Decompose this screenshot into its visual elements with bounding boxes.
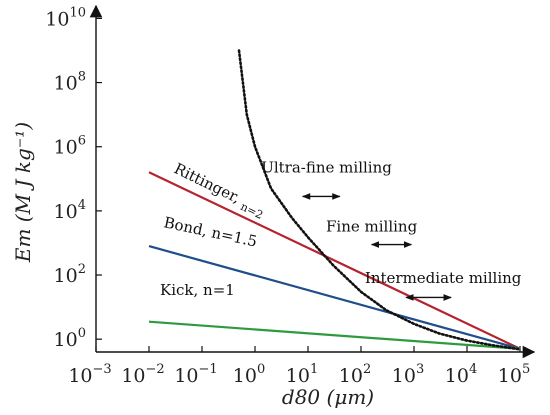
series-label-bond: Bond, n=1.5 xyxy=(162,213,259,250)
y-tick-base: 10 xyxy=(54,73,78,95)
y-tick-exponent: 8 xyxy=(78,70,86,85)
x-tick-base: 10 xyxy=(445,365,469,387)
y-tick-base: 10 xyxy=(54,137,78,159)
y-tick-label: 108 xyxy=(54,70,86,95)
x-tick-label: 101 xyxy=(286,362,318,387)
x-tick-base: 10 xyxy=(233,365,257,387)
x-tick-exponent: 1 xyxy=(310,362,318,377)
x-tick-label: 104 xyxy=(445,362,477,387)
series-label-rittinger: Rittinger, n=2 xyxy=(170,159,269,221)
x-tick-base: 10 xyxy=(392,365,416,387)
x-tick-exponent: −2 xyxy=(146,362,165,377)
y-tick-exponent: 10 xyxy=(69,5,86,20)
series-line-kick xyxy=(148,320,521,350)
series-label-rittinger-sub: n=2 xyxy=(238,200,265,222)
x-tick-base: 10 xyxy=(121,365,145,387)
x-tick-label: 105 xyxy=(498,362,530,387)
y-tick-label: 106 xyxy=(54,134,86,159)
x-tick-base: 10 xyxy=(174,365,198,387)
y-tick-base: 10 xyxy=(54,265,78,287)
y-tick-label: 1010 xyxy=(45,5,86,30)
y-tick-base: 10 xyxy=(45,8,69,30)
series-line-total-curve xyxy=(237,49,522,351)
x-tick-exponent: 3 xyxy=(416,362,424,377)
y-tick-base: 10 xyxy=(54,329,78,351)
x-tick-exponent: 0 xyxy=(257,362,265,377)
y-tick-label: 100 xyxy=(54,326,86,351)
y-tick-exponent: 2 xyxy=(78,262,86,277)
y-tick-exponent: 0 xyxy=(78,326,86,341)
annotation-label: Intermediate milling xyxy=(365,269,522,287)
x-tick-base: 10 xyxy=(68,365,92,387)
annotation-label: Fine milling xyxy=(326,218,418,236)
x-tick-exponent: −1 xyxy=(199,362,218,377)
x-tick-label: 10−3 xyxy=(68,362,111,387)
x-axis-label: d80 (μm) xyxy=(282,385,374,409)
x-tick-label: 10−1 xyxy=(174,362,217,387)
y-tick-exponent: 4 xyxy=(78,198,86,213)
x-tick-label: 100 xyxy=(233,362,265,387)
x-tick-base: 10 xyxy=(498,365,522,387)
x-tick-exponent: 5 xyxy=(522,362,530,377)
y-axis-label: Em (M J kg⁻¹) xyxy=(11,122,35,263)
annotation-label: Ultra-fine milling xyxy=(261,158,392,176)
series-label-kick: Kick, n=1 xyxy=(160,281,235,299)
x-tick-label: 10−2 xyxy=(121,362,164,387)
x-tick-base: 10 xyxy=(339,365,363,387)
x-tick-label: 102 xyxy=(339,362,371,387)
y-tick-base: 10 xyxy=(54,201,78,223)
series-line-rittinger xyxy=(148,171,521,350)
x-tick-base: 10 xyxy=(286,365,310,387)
x-tick-label: 103 xyxy=(392,362,424,387)
y-tick-label: 104 xyxy=(54,198,86,223)
x-tick-exponent: 4 xyxy=(469,362,477,377)
y-tick-label: 102 xyxy=(54,262,86,287)
x-tick-exponent: −3 xyxy=(93,362,112,377)
x-tick-exponent: 2 xyxy=(363,362,371,377)
series-line-bond xyxy=(148,245,521,350)
y-tick-exponent: 6 xyxy=(78,134,86,149)
